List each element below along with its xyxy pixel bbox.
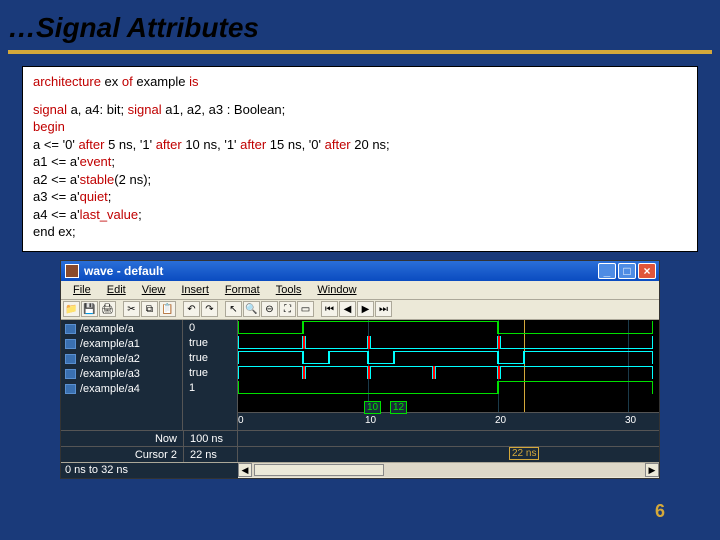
vhdl-code-box: architecture ex of example is signal a, …: [22, 66, 698, 252]
tool-cut-icon[interactable]: ✂: [123, 301, 140, 317]
signal-row: /example/a2: [61, 352, 182, 367]
value-row: 1: [183, 382, 237, 397]
signal-icon: [65, 324, 76, 334]
code-line-6: a2 <= a'stable(2 ns);: [33, 171, 687, 189]
time-range-label: 0 ns to 32 ns: [61, 463, 238, 478]
time-ruler: 0 10 20 30 10 12: [238, 412, 659, 430]
scroll-right-button[interactable]: ▶: [645, 463, 659, 477]
signal-icon: [65, 339, 76, 349]
code-line-4: a <= '0' after 5 ns, '1' after 10 ns, '1…: [33, 136, 687, 154]
toolbar: 📁 💾 🖨 ✂ ⧉ 📋 ↶ ↷ ↖ 🔍 ⊖ ⛶ ▭ ⏮ ◀ ▶ ⏭: [61, 300, 659, 320]
app-icon: [65, 264, 79, 278]
tool-zoom-full-icon[interactable]: ⛶: [279, 301, 296, 317]
now-label: Now: [61, 431, 183, 446]
value-row: true: [183, 337, 237, 352]
tool-redo-icon[interactable]: ↷: [201, 301, 218, 317]
value-row: true: [183, 352, 237, 367]
titlebar-text: wave - default: [79, 264, 596, 278]
cursor-mark-label: 22 ns: [509, 447, 539, 460]
code-line-8: a4 <= a'last_value;: [33, 206, 687, 224]
wave-a1: [238, 335, 659, 350]
ruler-hint: 12: [390, 401, 407, 414]
tool-paste-icon[interactable]: 📋: [159, 301, 176, 317]
value-row: 0: [183, 322, 237, 337]
tool-zoom-out-icon[interactable]: ⊖: [261, 301, 278, 317]
code-line-7: a3 <= a'quiet;: [33, 188, 687, 206]
tool-cursor-icon[interactable]: ↖: [225, 301, 242, 317]
maximize-button[interactable]: □: [618, 263, 636, 279]
waveform-pane[interactable]: 0 10 20 30 10 12: [238, 320, 659, 430]
menu-tools[interactable]: Tools: [268, 283, 310, 297]
menu-window[interactable]: Window: [309, 283, 364, 297]
menubar: File Edit View Insert Format Tools Windo…: [61, 281, 659, 300]
signal-row: /example/a1: [61, 337, 182, 352]
scroll-left-button[interactable]: ◀: [238, 463, 252, 477]
titlebar[interactable]: wave - default _ □ ×: [61, 261, 659, 281]
menu-edit[interactable]: Edit: [99, 283, 134, 297]
code-line-1: architecture ex of example is: [33, 73, 687, 91]
ruler-hint: 10: [364, 401, 381, 414]
wave-window: wave - default _ □ × File Edit View Inse…: [60, 260, 660, 479]
cursor-label: Cursor 2: [61, 447, 183, 462]
minimize-button[interactable]: _: [598, 263, 616, 279]
tool-copy-icon[interactable]: ⧉: [141, 301, 158, 317]
tool-zoom-in-icon[interactable]: 🔍: [243, 301, 260, 317]
signal-name-pane[interactable]: /example/a /example/a1 /example/a2 /exam…: [61, 320, 183, 430]
tool-next-icon[interactable]: ▶: [357, 301, 374, 317]
wave-a: [238, 320, 659, 335]
scroll-track[interactable]: [252, 463, 645, 477]
scroll-row: 0 ns to 32 ns ◀ ▶: [61, 462, 659, 478]
now-row: Now 100 ns: [61, 430, 659, 446]
value-row: true: [183, 367, 237, 382]
scroll-thumb[interactable]: [254, 464, 384, 476]
signal-icon: [65, 354, 76, 364]
page-title: …Signal Attributes: [0, 0, 720, 50]
tool-zoom-region-icon[interactable]: ▭: [297, 301, 314, 317]
wave-a2: [238, 350, 659, 365]
wave-body: /example/a /example/a1 /example/a2 /exam…: [61, 320, 659, 430]
tool-prev-icon[interactable]: ◀: [339, 301, 356, 317]
cursor-value: 22 ns: [183, 447, 238, 462]
code-line-3: begin: [33, 118, 687, 136]
menu-format[interactable]: Format: [217, 283, 268, 297]
tool-open-icon[interactable]: 📁: [63, 301, 80, 317]
tool-first-icon[interactable]: ⏮: [321, 301, 338, 317]
signal-row: /example/a4: [61, 382, 182, 397]
wave-a4: [238, 380, 659, 395]
code-line-9: end ex;: [33, 223, 687, 241]
signal-icon: [65, 369, 76, 379]
tool-save-icon[interactable]: 💾: [81, 301, 98, 317]
tool-print-icon[interactable]: 🖨: [99, 301, 116, 317]
page-number: 6: [655, 501, 665, 522]
menu-insert[interactable]: Insert: [173, 283, 217, 297]
now-value: 100 ns: [183, 431, 238, 446]
wave-a3: [238, 365, 659, 380]
value-pane: 0 true true true 1: [183, 320, 238, 430]
horizontal-scrollbar[interactable]: ◀ ▶: [238, 463, 659, 478]
code-line-5: a1 <= a'event;: [33, 153, 687, 171]
tool-undo-icon[interactable]: ↶: [183, 301, 200, 317]
menu-file[interactable]: File: [65, 283, 99, 297]
signal-icon: [65, 384, 76, 394]
tool-last-icon[interactable]: ⏭: [375, 301, 392, 317]
close-button[interactable]: ×: [638, 263, 656, 279]
cursor-row: Cursor 2 22 ns 22 ns: [61, 446, 659, 462]
title-underline: [8, 50, 712, 54]
code-line-2: signal a, a4: bit; signal a1, a2, a3 : B…: [33, 101, 687, 119]
menu-view[interactable]: View: [134, 283, 174, 297]
signal-row: /example/a3: [61, 367, 182, 382]
signal-row: /example/a: [61, 322, 182, 337]
